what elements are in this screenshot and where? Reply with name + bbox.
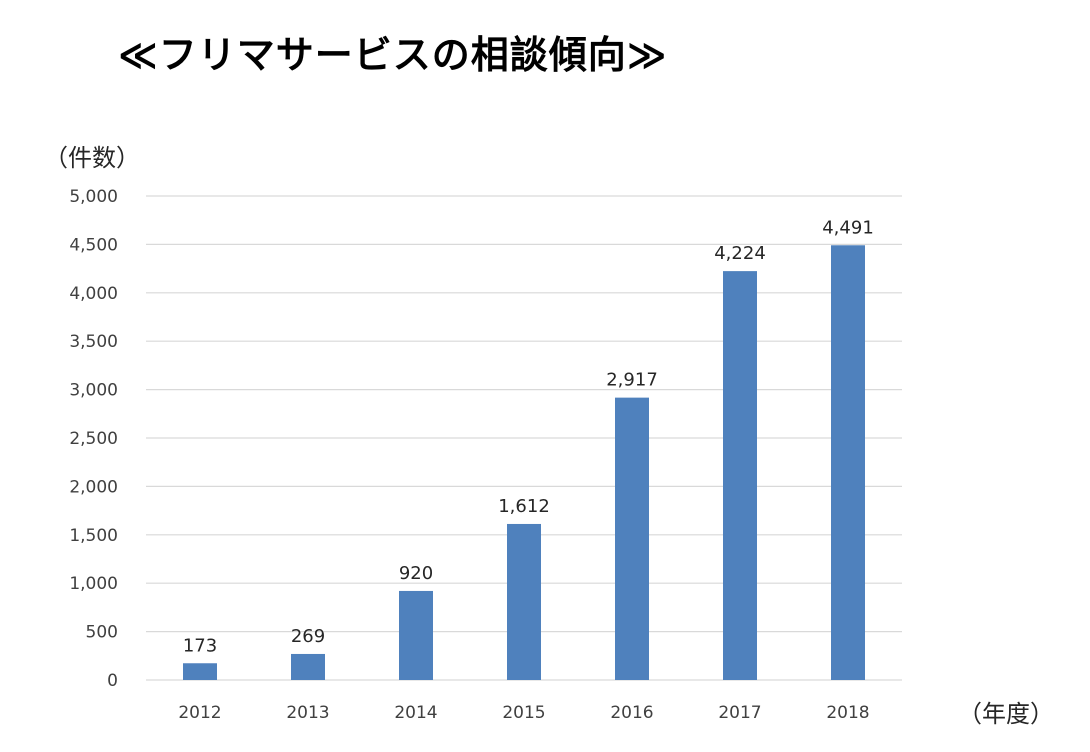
data-label: 1,612	[498, 496, 550, 517]
data-label: 4,491	[822, 217, 874, 238]
y-tick-label: 0	[107, 671, 118, 691]
bar-2012	[183, 663, 217, 680]
bar-2015	[507, 523, 541, 680]
x-tick-label: 2017	[718, 703, 761, 723]
y-tick-label: 4,500	[69, 235, 118, 255]
y-tick-label: 2,000	[69, 477, 118, 497]
bar-2018	[831, 245, 865, 681]
bar-2013	[291, 653, 325, 680]
y-axis-label: （件数）	[44, 144, 140, 172]
y-tick-label: 5,000	[69, 187, 118, 207]
x-tick-label: 2018	[826, 703, 869, 723]
y-tick-label: 4,000	[69, 284, 118, 304]
page-title: ≪フリマサービスの相談傾向≫	[118, 33, 668, 77]
y-tick-label: 1,500	[69, 526, 118, 546]
x-tick-label: 2013	[286, 703, 329, 723]
x-tick-label: 2012	[178, 703, 221, 723]
data-label: 920	[399, 563, 433, 584]
bar-2016	[615, 397, 649, 680]
bar-2017	[723, 271, 757, 680]
y-tick-label: 500	[86, 623, 118, 643]
y-tick-label: 3,000	[69, 381, 118, 401]
y-tick-label: 3,500	[69, 332, 118, 352]
y-tick-label: 1,000	[69, 574, 118, 594]
bar-2014	[399, 590, 433, 680]
data-label: 173	[183, 635, 217, 656]
x-tick-label: 2015	[502, 703, 545, 723]
data-label: 2,917	[606, 370, 658, 391]
x-tick-label: 2016	[610, 703, 653, 723]
y-tick-label: 2,500	[69, 429, 118, 449]
data-label: 4,224	[714, 243, 766, 264]
x-tick-label: 2014	[394, 703, 437, 723]
data-label: 269	[291, 626, 325, 647]
x-axis-label: （年度）	[958, 700, 1054, 728]
